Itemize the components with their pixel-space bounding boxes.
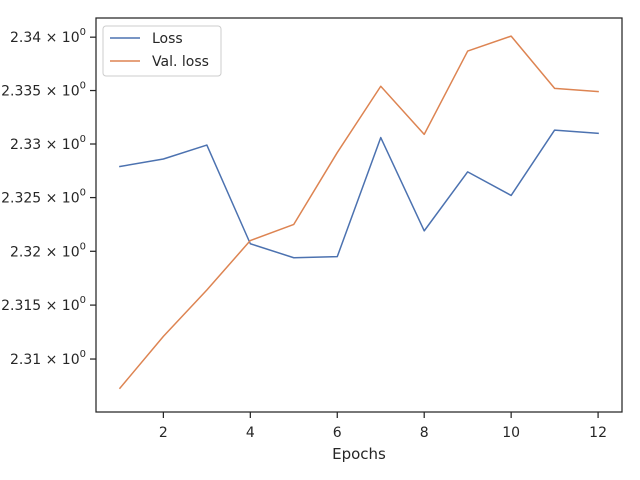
x-axis-label: Epochs xyxy=(332,445,386,463)
series-line-val-loss xyxy=(118,35,599,390)
plot-lines xyxy=(118,35,599,390)
y-tick-label: 2.315 × 100 xyxy=(1,295,86,314)
y-tick-label: 2.335 × 100 xyxy=(1,81,86,100)
x-tick-label: 6 xyxy=(333,425,342,441)
y-axis-ticks: 2.31 × 100 2.315 × 100 2.32 × 100 2.325 × 1… xyxy=(1,27,96,368)
legend-label-val-loss: Val. loss xyxy=(152,54,209,70)
series-line-loss xyxy=(119,129,599,259)
x-axis-ticks: 2 4 6 8 10 12 xyxy=(159,412,607,441)
y-tick-label: 2.34 × 100 xyxy=(10,27,86,46)
x-tick-label: 12 xyxy=(589,425,607,441)
plot-frame xyxy=(95,17,623,413)
legend: Loss Val. loss xyxy=(102,25,222,77)
x-tick-label: 4 xyxy=(246,425,255,441)
x-tick-label: 8 xyxy=(420,425,429,441)
y-tick-label: 2.33 × 100 xyxy=(10,134,86,153)
y-tick-label: 2.31 × 100 xyxy=(10,349,86,368)
x-tick-label: 2 xyxy=(159,425,168,441)
y-tick-label: 2.32 × 100 xyxy=(10,241,86,260)
y-tick-label: 2.325 × 100 xyxy=(1,188,86,207)
legend-label-loss: Loss xyxy=(152,31,183,47)
x-tick-label: 10 xyxy=(502,425,520,441)
